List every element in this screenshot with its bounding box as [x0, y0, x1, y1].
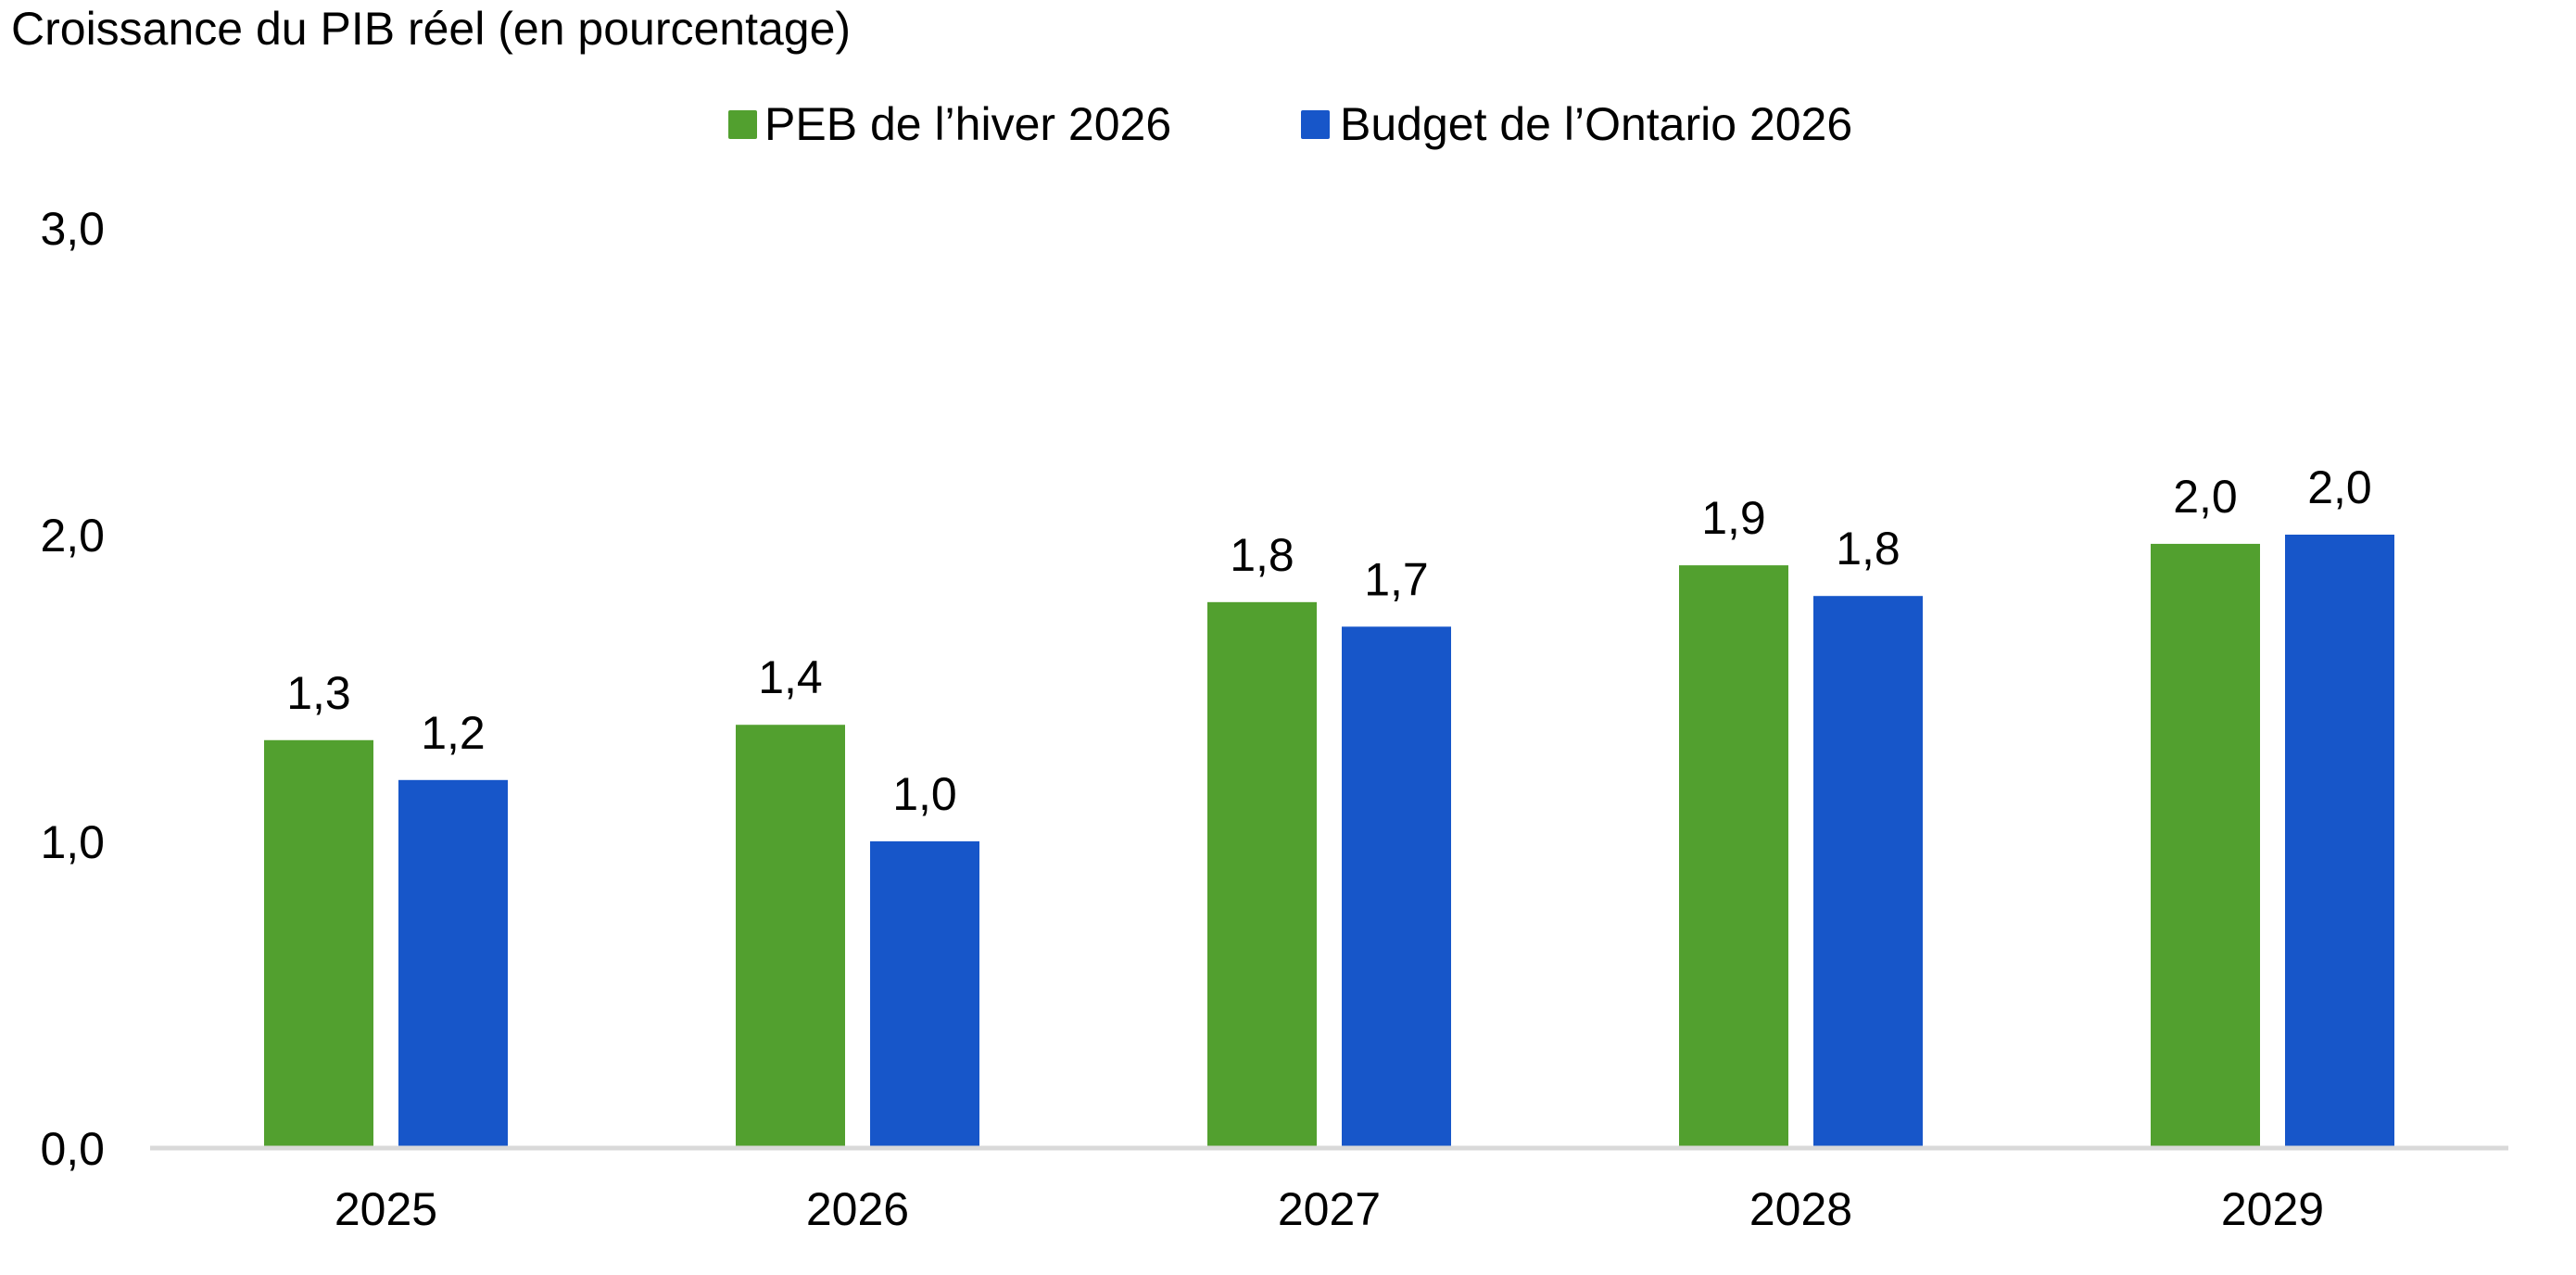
legend-swatch-peb	[728, 110, 757, 139]
bar-peb-2028	[1679, 565, 1788, 1148]
legend-item-peb[interactable]: PEB de l’hiver 2026	[728, 98, 1171, 150]
bar-budget-2029	[2285, 535, 2394, 1148]
x-tick-label: 2025	[335, 1183, 437, 1235]
y-tick-label: 2,0	[40, 510, 105, 562]
data-label-budget-2026: 1,0	[892, 768, 957, 820]
chart-title: Croissance du PIB réel (en pourcentage)	[11, 3, 851, 55]
x-tick-label: 2028	[1749, 1183, 1852, 1235]
data-label-budget-2028: 1,8	[1836, 523, 1900, 574]
legend: PEB de l’hiver 2026 Budget de l’Ontario …	[728, 98, 1852, 150]
legend-swatch-budget	[1301, 110, 1330, 139]
x-axis: 2025 2026 2027 2028 2029	[335, 1183, 2324, 1235]
bars	[264, 535, 2394, 1148]
data-label-budget-2025: 1,2	[421, 707, 486, 759]
bar-peb-2029	[2151, 543, 2260, 1148]
bar-peb-2026	[736, 725, 845, 1148]
data-label-peb-2027: 1,8	[1230, 529, 1294, 581]
x-tick-label: 2026	[806, 1183, 909, 1235]
x-tick-label: 2029	[2221, 1183, 2324, 1235]
x-tick-label: 2027	[1278, 1183, 1381, 1235]
y-tick-label: 1,0	[40, 816, 105, 868]
bar-budget-2026	[870, 841, 979, 1148]
data-labels: 1,3 1,2 1,4 1,0 1,8 1,7 1,9 1,8 2,0 2,0	[286, 461, 2372, 820]
bar-budget-2025	[398, 779, 508, 1148]
y-tick-label: 0,0	[40, 1123, 105, 1175]
y-tick-label: 3,0	[40, 203, 105, 255]
data-label-peb-2029: 2,0	[2173, 471, 2238, 523]
legend-label-peb: PEB de l’hiver 2026	[764, 98, 1171, 150]
y-axis: 0,0 1,0 2,0 3,0	[40, 203, 105, 1175]
data-label-peb-2026: 1,4	[758, 651, 823, 703]
legend-item-budget[interactable]: Budget de l’Ontario 2026	[1301, 98, 1852, 150]
data-label-budget-2029: 2,0	[2307, 461, 2372, 513]
bar-peb-2027	[1207, 601, 1317, 1148]
bar-budget-2028	[1813, 596, 1923, 1148]
data-label-budget-2027: 1,7	[1364, 553, 1429, 605]
legend-label-budget: Budget de l’Ontario 2026	[1340, 98, 1852, 150]
bar-peb-2025	[264, 739, 373, 1148]
data-label-peb-2025: 1,3	[286, 667, 351, 719]
data-label-peb-2028: 1,9	[1701, 492, 1766, 544]
bar-budget-2027	[1342, 626, 1451, 1148]
